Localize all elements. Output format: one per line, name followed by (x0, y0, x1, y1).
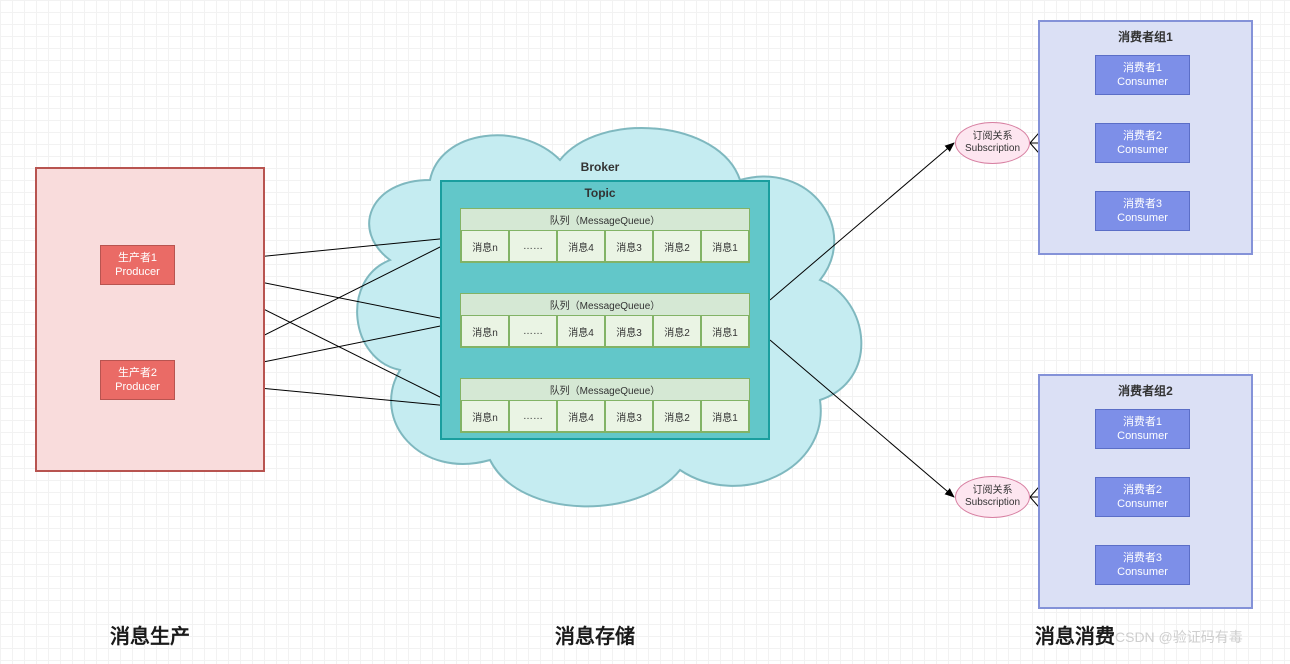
queue-cell: 消息4 (557, 230, 605, 262)
section-consume: 消息消费 (1035, 620, 1115, 649)
queue-cell: 消息1 (701, 400, 749, 432)
queue-cell: 消息2 (653, 230, 701, 262)
consumer-group-2-title: 消费者组2 (1040, 382, 1251, 399)
queue-cell: 消息n (461, 230, 509, 262)
producer-1-title: 生产者1 (101, 251, 174, 265)
section-produce: 消息生产 (110, 620, 190, 649)
queue-2: 队列（MessageQueue） 消息n …… 消息4 消息3 消息2 消息1 (460, 293, 750, 348)
queue-3: 队列（MessageQueue） 消息n …… 消息4 消息3 消息2 消息1 (460, 378, 750, 433)
consumer-title: 消费者3 (1096, 197, 1189, 211)
section-store: 消息存储 (555, 620, 635, 649)
producer-node-1: 生产者1 Producer (100, 245, 175, 285)
queue-1: 队列（MessageQueue） 消息n …… 消息4 消息3 消息2 消息1 (460, 208, 750, 263)
subscription-2-sub: Subscription (956, 497, 1029, 509)
queue-cell: 消息4 (557, 315, 605, 347)
consumer-2-2: 消费者2 Consumer (1095, 477, 1190, 517)
consumer-title: 消费者3 (1096, 551, 1189, 565)
consumer-title: 消费者2 (1096, 129, 1189, 143)
subscription-1-sub: Subscription (956, 143, 1029, 155)
queue-3-title: 队列（MessageQueue） (461, 379, 749, 400)
consumer-title: 消费者2 (1096, 483, 1189, 497)
queue-cell: 消息2 (653, 400, 701, 432)
consumer-sub: Consumer (1096, 75, 1189, 89)
consumer-title: 消费者1 (1096, 61, 1189, 75)
watermark: CSDN @验证码有毒 (1115, 627, 1243, 647)
producer-2-title: 生产者2 (101, 366, 174, 380)
topic-label: Topic (540, 186, 660, 200)
queue-cell: 消息3 (605, 315, 653, 347)
consumer-2-3: 消费者3 Consumer (1095, 545, 1190, 585)
consumer-sub: Consumer (1096, 429, 1189, 443)
queue-1-title: 队列（MessageQueue） (461, 209, 749, 230)
consumer-sub: Consumer (1096, 211, 1189, 225)
consumer-2-1: 消费者1 Consumer (1095, 409, 1190, 449)
queue-cell: 消息1 (701, 230, 749, 262)
producer-2-sub: Producer (101, 380, 174, 394)
queue-cell: 消息3 (605, 400, 653, 432)
consumer-1-3: 消费者3 Consumer (1095, 191, 1190, 231)
consumer-1-2: 消费者2 Consumer (1095, 123, 1190, 163)
consumer-sub: Consumer (1096, 497, 1189, 511)
subscription-2-title: 订阅关系 (956, 485, 1029, 497)
consumer-title: 消费者1 (1096, 415, 1189, 429)
consumer-1-1: 消费者1 Consumer (1095, 55, 1190, 95)
queue-cell: 消息4 (557, 400, 605, 432)
consumer-group-1-title: 消费者组1 (1040, 28, 1251, 45)
queue-cell: 消息1 (701, 315, 749, 347)
queue-cell: 消息2 (653, 315, 701, 347)
subscription-1: 订阅关系 Subscription (955, 122, 1030, 164)
producer-1-sub: Producer (101, 265, 174, 279)
queue-cell: 消息n (461, 400, 509, 432)
queue-2-title: 队列（MessageQueue） (461, 294, 749, 315)
queue-cell: …… (509, 400, 557, 432)
producer-panel (35, 167, 265, 472)
queue-cell: 消息3 (605, 230, 653, 262)
subscription-1-title: 订阅关系 (956, 131, 1029, 143)
queue-cell: 消息n (461, 315, 509, 347)
producer-node-2: 生产者2 Producer (100, 360, 175, 400)
broker-label: Broker (540, 160, 660, 174)
queue-cell: …… (509, 315, 557, 347)
consumer-sub: Consumer (1096, 565, 1189, 579)
consumer-sub: Consumer (1096, 143, 1189, 157)
subscription-2: 订阅关系 Subscription (955, 476, 1030, 518)
queue-cell: …… (509, 230, 557, 262)
